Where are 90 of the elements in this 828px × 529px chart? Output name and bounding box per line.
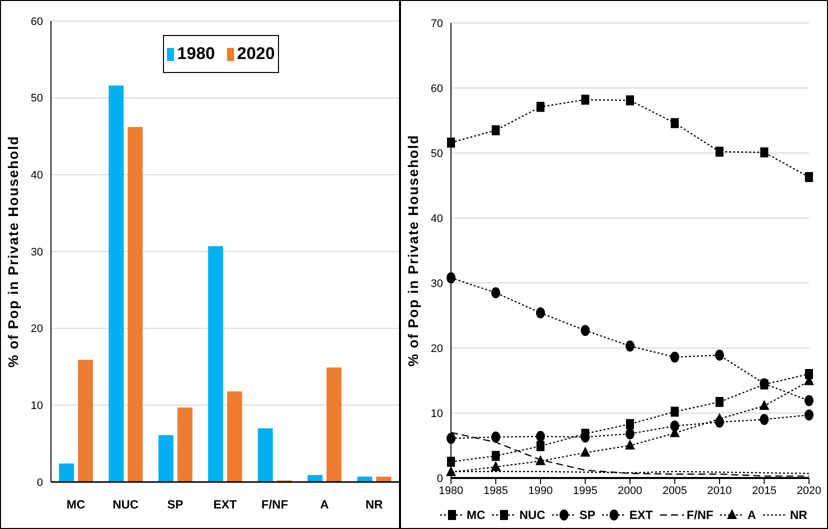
point [804,409,814,420]
bar [158,435,174,482]
legend-label: MC [466,508,486,522]
bar [177,407,192,482]
point [670,406,679,417]
x-tick-label: F/NF [261,498,288,512]
x-tick-label: 1980 [438,484,464,497]
legend-label: NUC [519,508,546,522]
x-tick-label: EXT [213,498,238,512]
x-tick-label: NUC [112,498,139,512]
y-tick-label: 60 [30,16,43,28]
x-tick-label: 1995 [573,484,598,497]
x-tick-label: 1985 [484,484,508,497]
point [536,307,545,318]
point [491,432,500,443]
point [626,95,634,106]
legend-label: A [747,508,756,522]
bar [208,246,224,482]
bar [376,476,392,482]
point [805,369,813,379]
point [670,352,680,363]
y-tick-label: 40 [30,170,43,182]
bar [308,475,323,482]
y-tick-label: 30 [430,278,443,290]
bar [227,391,242,482]
x-tick-label: 2015 [752,484,776,497]
point [759,400,770,410]
y-axis-title: % of Pop in Private Household [404,134,421,367]
point [760,414,769,425]
legend-label: EXT [629,508,653,522]
point [581,94,590,105]
point [716,396,724,407]
point [625,440,635,450]
point [491,287,500,298]
point [714,412,724,423]
point [490,460,501,471]
point [446,272,456,284]
point [626,428,634,440]
point [580,446,590,457]
y-tick-label: 60 [430,82,443,95]
y-tick-label: 50 [30,92,43,105]
bar [78,360,93,482]
legend-label: NR [790,508,808,522]
point [580,324,590,336]
x-tick-label: 2005 [662,484,687,497]
point [715,350,724,361]
x-tick-label: 1990 [528,484,553,497]
point [804,395,814,406]
y-tick-label: 20 [430,342,443,355]
y-tick-label: 40 [430,212,443,225]
bar [326,368,342,482]
point [492,125,500,136]
point [492,450,500,461]
bar [58,464,74,482]
point [626,340,634,352]
point [447,456,455,467]
point [536,102,544,112]
bar [128,127,143,482]
y-axis-title: % of Pop in Private Household [4,135,21,368]
x-tick-label: 2000 [618,484,642,497]
y-tick-label: 0 [436,472,443,485]
y-tick-label: 50 [430,148,443,160]
y-tick-label: 30 [30,246,43,258]
point [536,441,544,452]
point [760,147,768,158]
bar [108,86,124,482]
x-tick-label: MC [66,498,86,512]
legend-label: SP [579,508,596,522]
y-tick-label: 70 [430,18,443,30]
x-tick-label: NR [365,498,384,512]
y-tick-label: 0 [36,476,43,489]
legend-label: 2020 [237,44,275,64]
legend-label: F/NF [686,508,714,522]
x-tick-label: SP [167,498,184,512]
point [446,432,456,444]
y-tick-label: 20 [30,323,43,336]
bar [357,476,372,482]
x-tick-label: A [320,498,330,512]
x-tick-label: 2010 [707,484,732,497]
legend-label: 1980 [177,44,215,64]
bar [258,428,273,482]
point [716,146,724,157]
y-tick-label: 10 [30,400,43,412]
point [626,419,634,430]
point [805,172,813,182]
point [536,430,545,442]
point [447,138,455,148]
point [670,118,679,128]
x-tick-label: 2020 [796,484,822,497]
y-tick-label: 10 [430,408,443,420]
